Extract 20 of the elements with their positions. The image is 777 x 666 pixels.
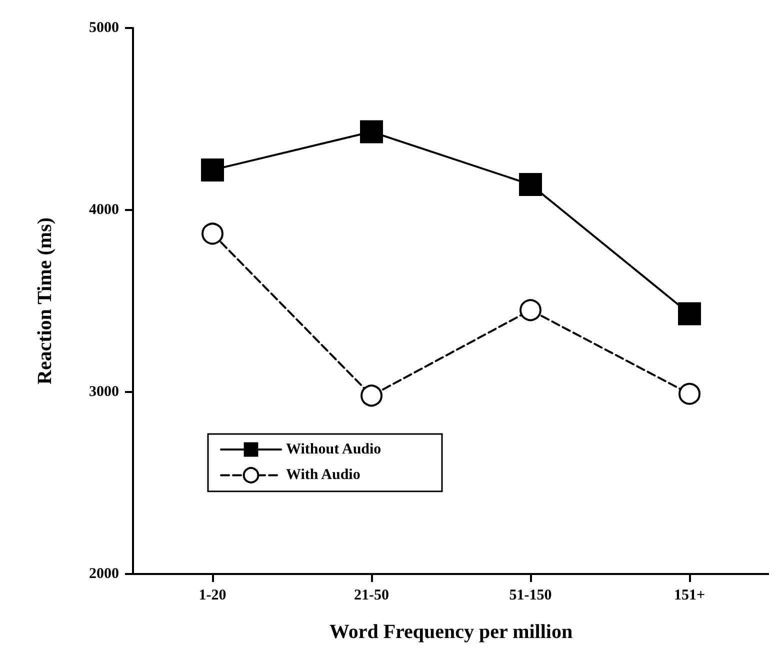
point (678, 382, 700, 405)
x-tick-label: 21-50 (354, 588, 389, 604)
y-tick-label: 2000 (89, 566, 119, 582)
point (678, 302, 701, 326)
point (519, 173, 542, 196)
x-tick-label: 1-20 (198, 588, 226, 604)
point (201, 158, 224, 182)
y-tick-label: 4000 (89, 202, 119, 218)
legend-label: With Audio (286, 467, 360, 484)
point (360, 384, 382, 407)
x-axis-title: Word Frequency per million (329, 621, 573, 643)
legend-label: Without Audio (286, 442, 382, 458)
point (360, 120, 383, 144)
y-axis-title: Reaction Time (ms) (34, 217, 56, 385)
point (202, 222, 224, 245)
y-tick-label: 3000 (89, 384, 119, 400)
x-tick-label: 151+ (674, 588, 706, 604)
y-tick-label: 5000 (89, 20, 119, 36)
x-tick-label: 51-150 (509, 588, 552, 604)
point (520, 299, 542, 322)
